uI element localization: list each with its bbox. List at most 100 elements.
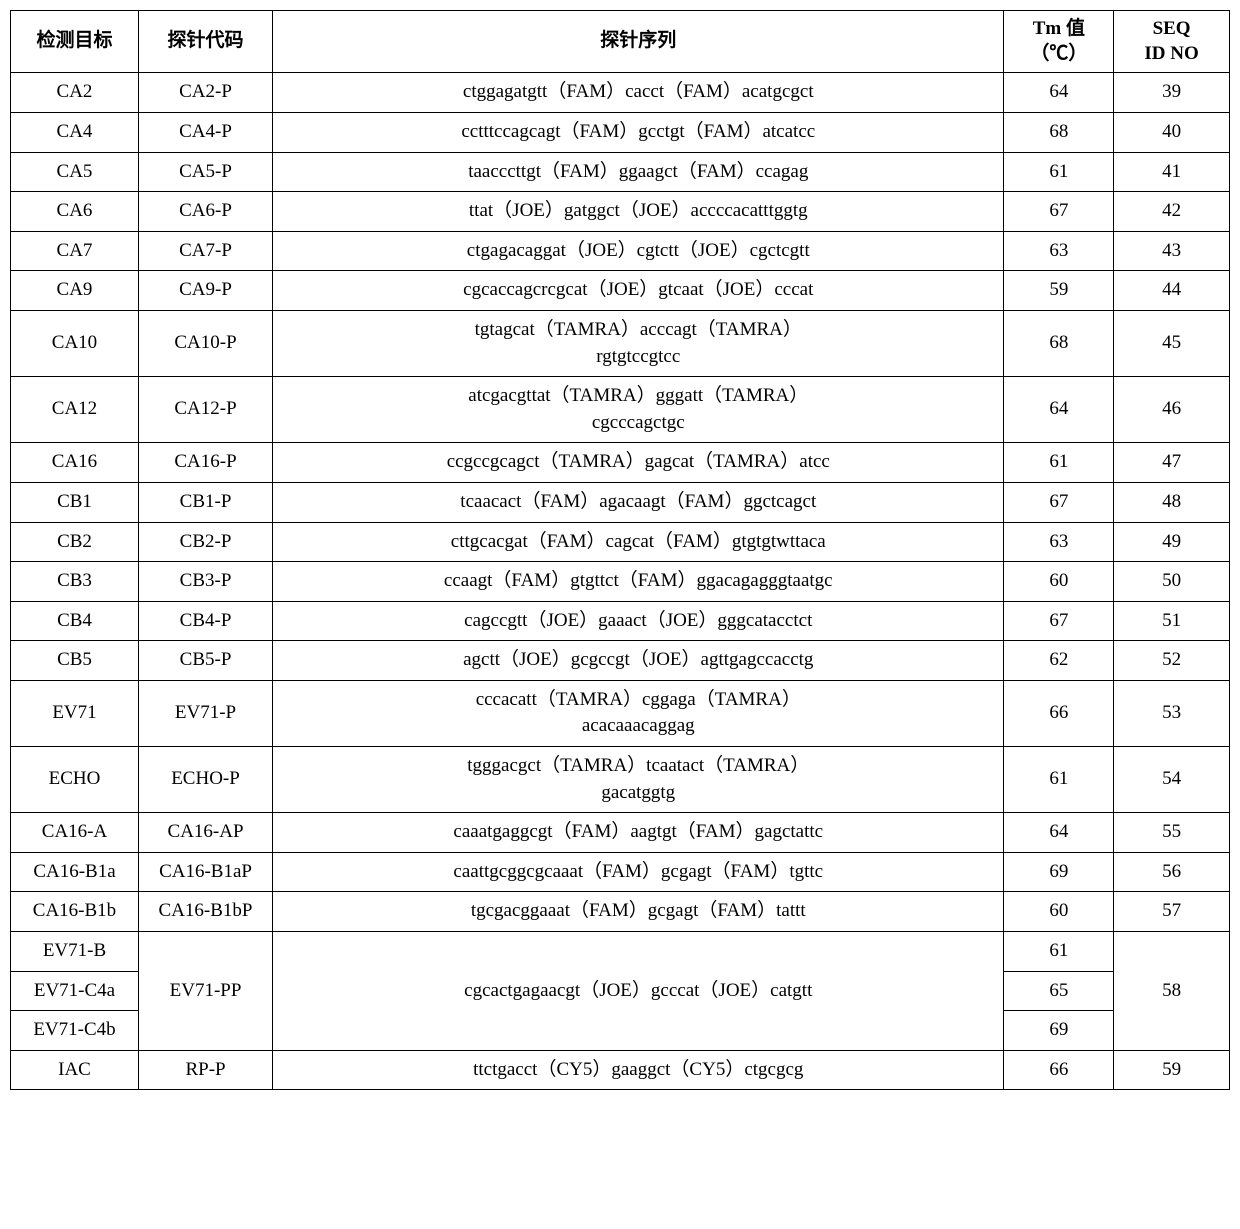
cell-tm: 69	[1004, 852, 1114, 892]
cell-seqid: 41	[1114, 152, 1230, 192]
cell-seqid: 44	[1114, 271, 1230, 311]
cell-seqid: 56	[1114, 852, 1230, 892]
cell-tm: 64	[1004, 377, 1114, 443]
table-row: EV71EV71-Pcccacatt（TAMRA）cggaga（TAMRA）ac…	[11, 680, 1230, 746]
cell-target: IAC	[11, 1050, 139, 1090]
sequence-line1: tgtagcat（TAMRA）acccagt（TAMRA）	[475, 319, 802, 340]
cell-tm: 67	[1004, 601, 1114, 641]
cell-code: CA5-P	[138, 152, 272, 192]
cell-sequence: cgcaccagcrcgcat（JOE）gtcaat（JOE）cccat	[273, 271, 1004, 311]
table-row: IACRP-Pttctgacct（CY5）gaaggct（CY5）ctgcgcg…	[11, 1050, 1230, 1090]
header-tm: Tm 值 （℃）	[1004, 11, 1114, 73]
header-seqid-line2: ID NO	[1144, 43, 1198, 64]
cell-target: CA2	[11, 73, 139, 113]
cell-code: CA16-B1bP	[138, 892, 272, 932]
cell-seqid: 49	[1114, 522, 1230, 562]
cell-target: ECHO	[11, 747, 139, 813]
probe-sequence-table: 检测目标 探针代码 探针序列 Tm 值 （℃） SEQ ID NO CA2CA2…	[10, 10, 1230, 1090]
cell-code: EV71-P	[138, 680, 272, 746]
table-row: CA16CA16-Pccgccgcagct（TAMRA）gagcat（TAMRA…	[11, 443, 1230, 483]
cell-sequence: ccaagt（FAM）gtgttct（FAM）ggacagagggtaatgc	[273, 562, 1004, 602]
sequence-line2: rgtgtccgtcc	[596, 346, 680, 367]
cell-code: CB3-P	[138, 562, 272, 602]
cell-seqid: 55	[1114, 813, 1230, 853]
cell-sequence: ctggagatgtt（FAM）cacct（FAM）acatgcgct	[273, 73, 1004, 113]
cell-tm: 62	[1004, 641, 1114, 681]
cell-tm: 66	[1004, 680, 1114, 746]
cell-target: CB3	[11, 562, 139, 602]
cell-seqid: 53	[1114, 680, 1230, 746]
table-row: CA5CA5-Ptaacccttgt（FAM）ggaagct（FAM）ccaga…	[11, 152, 1230, 192]
cell-code: CB1-P	[138, 482, 272, 522]
table-row: CA2CA2-Pctggagatgtt（FAM）cacct（FAM）acatgc…	[11, 73, 1230, 113]
cell-target: CA16	[11, 443, 139, 483]
cell-seqid: 54	[1114, 747, 1230, 813]
cell-target: CA16-B1a	[11, 852, 139, 892]
table-row: CA7CA7-Pctgagacaggat（JOE）cgtctt（JOE）cgct…	[11, 231, 1230, 271]
table-row: CB1CB1-Ptcaacact（FAM）agacaagt（FAM）ggctca…	[11, 482, 1230, 522]
table-row: ECHOECHO-Ptgggacgct（TAMRA）tcaatact（TAMRA…	[11, 747, 1230, 813]
cell-sequence: tgcgacggaaat（FAM）gcgagt（FAM）tattt	[273, 892, 1004, 932]
header-seqid: SEQ ID NO	[1114, 11, 1230, 73]
cell-sequence: taacccttgt（FAM）ggaagct（FAM）ccagag	[273, 152, 1004, 192]
cell-sequence: tgtagcat（TAMRA）acccagt（TAMRA） rgtgtccgtcc	[273, 310, 1004, 376]
cell-code: CB2-P	[138, 522, 272, 562]
cell-target: CB5	[11, 641, 139, 681]
cell-target: CA5	[11, 152, 139, 192]
cell-tm: 60	[1004, 892, 1114, 932]
cell-code: CA4-P	[138, 112, 272, 152]
cell-seqid: 43	[1114, 231, 1230, 271]
cell-tm: 59	[1004, 271, 1114, 311]
header-target: 检测目标	[11, 11, 139, 73]
cell-tm: 61	[1004, 747, 1114, 813]
cell-target: CA10	[11, 310, 139, 376]
cell-target: CA9	[11, 271, 139, 311]
cell-sequence: ccgccgcagct（TAMRA）gagcat（TAMRA）atcc	[273, 443, 1004, 483]
cell-code: CA16-P	[138, 443, 272, 483]
cell-tm: 61	[1004, 932, 1114, 972]
cell-seqid: 39	[1114, 73, 1230, 113]
cell-sequence: caattgcggcgcaaat（FAM）gcgagt（FAM）tgttc	[273, 852, 1004, 892]
cell-target: CA4	[11, 112, 139, 152]
sequence-line1: atcgacgttat（TAMRA）gggatt（TAMRA）	[468, 385, 808, 406]
cell-sequence: cctttccagcagt（FAM）gcctgt（FAM）atcatcc	[273, 112, 1004, 152]
header-seqid-line1: SEQ	[1153, 18, 1191, 39]
cell-tm: 67	[1004, 482, 1114, 522]
table-header-row: 检测目标 探针代码 探针序列 Tm 值 （℃） SEQ ID NO	[11, 11, 1230, 73]
cell-target: CA7	[11, 231, 139, 271]
cell-tm: 68	[1004, 310, 1114, 376]
cell-seqid: 50	[1114, 562, 1230, 602]
cell-tm: 66	[1004, 1050, 1114, 1090]
header-sequence: 探针序列	[273, 11, 1004, 73]
cell-seqid: 48	[1114, 482, 1230, 522]
cell-target: CA16-A	[11, 813, 139, 853]
cell-code: CA10-P	[138, 310, 272, 376]
sequence-line2: acacaaacaggag	[582, 715, 695, 736]
cell-target: CA12	[11, 377, 139, 443]
cell-seqid: 46	[1114, 377, 1230, 443]
cell-sequence: ctgagacaggat（JOE）cgtctt（JOE）cgctcgtt	[273, 231, 1004, 271]
table-row: CB2CB2-Pcttgcacgat（FAM）cagcat（FAM）gtgtgt…	[11, 522, 1230, 562]
sequence-line2: cgcccagctgc	[592, 412, 685, 433]
cell-code: CA7-P	[138, 231, 272, 271]
table-row: CA16-B1bCA16-B1bPtgcgacggaaat（FAM）gcgagt…	[11, 892, 1230, 932]
header-tm-line1: Tm 值	[1033, 18, 1085, 39]
cell-sequence: atcgacgttat（TAMRA）gggatt（TAMRA） cgcccagct…	[273, 377, 1004, 443]
cell-tm: 68	[1004, 112, 1114, 152]
header-tm-line2: （℃）	[1030, 43, 1087, 64]
table-row: CA6CA6-Pttat（JOE）gatggct（JOE）accccacattt…	[11, 192, 1230, 232]
cell-sequence: cgcactgagaacgt（JOE）gcccat（JOE）catgtt	[273, 932, 1004, 1051]
cell-seqid: 42	[1114, 192, 1230, 232]
table-row: CB3CB3-Pccaagt（FAM）gtgttct（FAM）ggacagagg…	[11, 562, 1230, 602]
cell-code: CA12-P	[138, 377, 272, 443]
cell-code: EV71-PP	[138, 932, 272, 1051]
cell-tm: 63	[1004, 231, 1114, 271]
cell-target: CB1	[11, 482, 139, 522]
cell-sequence: cttgcacgat（FAM）cagcat（FAM）gtgtgtwttaca	[273, 522, 1004, 562]
cell-tm: 64	[1004, 813, 1114, 853]
table-row: CA9CA9-Pcgcaccagcrcgcat（JOE）gtcaat（JOE）c…	[11, 271, 1230, 311]
cell-tm: 63	[1004, 522, 1114, 562]
cell-sequence: ttat（JOE）gatggct（JOE）accccacatttggtg	[273, 192, 1004, 232]
cell-code: CB4-P	[138, 601, 272, 641]
sequence-line1: tgggacgct（TAMRA）tcaatact（TAMRA）	[467, 755, 809, 776]
